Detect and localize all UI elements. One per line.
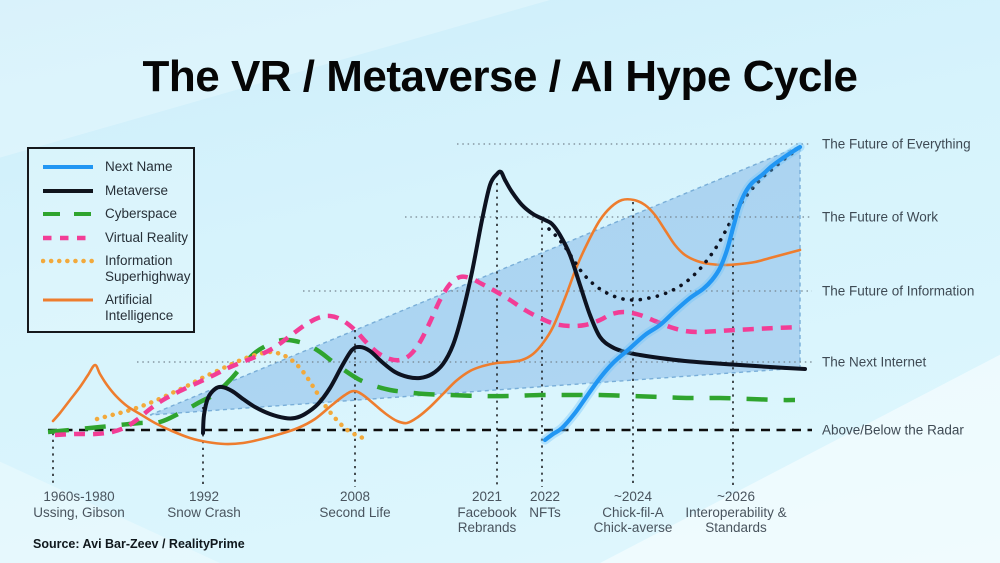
legend-label-cyberspace: Cyberspace bbox=[105, 206, 178, 221]
series-artificial-intelligence bbox=[51, 197, 802, 446]
legend-item-artificial-intelligence: Artificial Intelligence bbox=[41, 292, 193, 323]
legend-swatch-next-name-line-icon bbox=[43, 165, 93, 169]
series-cyberspace bbox=[47, 337, 796, 435]
chart-title: The VR / Metaverse / AI Hype Cycle bbox=[142, 52, 859, 101]
legend-swatch-metaverse-line-icon bbox=[43, 188, 93, 193]
legend-items: Next Name Metaverse Cyberspace Virtual Real… bbox=[41, 159, 193, 323]
hype-triangle bbox=[149, 144, 801, 416]
legend-item-information-superhighway: Information Superhighway bbox=[41, 253, 193, 284]
source-credit: Source: Avi Bar-Zeev / RealityPrime bbox=[33, 537, 245, 551]
series-next-name bbox=[542, 144, 803, 443]
legend-swatch-information-superhighway-line-icon bbox=[41, 258, 95, 264]
legend-label-artificial-intelligence: Artificial Intelligence bbox=[105, 292, 174, 323]
legend-swatch-cyberspace-line-icon bbox=[43, 212, 93, 216]
legend-label-next-name: Next Name bbox=[105, 159, 173, 174]
legend-item-next-name: Next Name bbox=[41, 159, 193, 175]
legend: Next Name Metaverse Cyberspace Virtual Real… bbox=[27, 147, 195, 333]
legend-label-metaverse: Metaverse bbox=[105, 182, 169, 198]
series-metaverse bbox=[201, 169, 807, 435]
series-metaverse-projected bbox=[547, 148, 799, 302]
legend-label-virtual-reality: Virtual Reality bbox=[105, 229, 189, 245]
legend-item-cyberspace: Cyberspace bbox=[41, 206, 193, 222]
series-virtual-reality bbox=[54, 274, 801, 438]
legend-swatch-artificial-intelligence-line-icon bbox=[43, 298, 93, 302]
legend-item-virtual-reality: Virtual Reality bbox=[41, 230, 193, 246]
legend-item-metaverse: Metaverse bbox=[41, 183, 193, 199]
legend-swatch-virtual-reality-line-icon bbox=[43, 235, 93, 240]
legend-label-information-superhighway: Information Superhighway bbox=[105, 253, 191, 284]
